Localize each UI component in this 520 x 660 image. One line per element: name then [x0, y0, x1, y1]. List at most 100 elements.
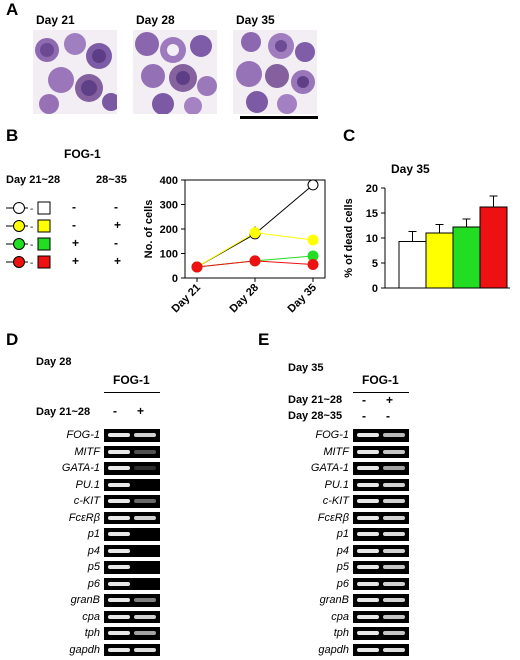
gene-label: PU.1	[75, 478, 100, 491]
gel-band	[383, 581, 405, 586]
gel-e-row1-sign-2: +	[386, 393, 394, 407]
gel-band	[357, 433, 379, 438]
y-tick-label: 15	[366, 208, 378, 220]
gel-band	[108, 433, 130, 438]
gel-band	[357, 565, 379, 570]
series-point	[307, 179, 319, 191]
gel-band	[383, 482, 405, 487]
gel-band	[108, 482, 130, 487]
gene-label: p1	[336, 528, 349, 540]
y-tick-label: 400	[160, 175, 178, 187]
gel-band	[108, 515, 130, 520]
y-tick-label: 200	[160, 224, 178, 236]
gel-band	[134, 565, 156, 569]
gel-band	[134, 647, 156, 652]
gel-band-row	[353, 495, 409, 508]
gel-band-row	[104, 577, 160, 590]
gel-band	[134, 449, 156, 454]
legend-symbol: -	[6, 219, 51, 233]
legend-c1: +	[72, 236, 80, 250]
gene-label: MITF	[74, 445, 100, 458]
gene-label: cpa	[331, 610, 349, 623]
gel-band-row	[104, 544, 160, 557]
series-line	[196, 184, 314, 268]
gel-band	[383, 548, 405, 553]
gel-band	[357, 466, 379, 471]
gel-band	[357, 548, 379, 553]
bar	[425, 232, 454, 289]
panel-label-e: E	[258, 330, 270, 349]
gel-band	[134, 433, 156, 438]
gel-band-row	[353, 528, 409, 541]
gene-label: c-KIT	[73, 495, 100, 507]
gene-label: PU.1	[324, 478, 349, 491]
gel-e-row2-sign-1: -	[362, 409, 366, 423]
gel-d-sign-1: -	[113, 404, 117, 418]
col-day21-28: Day 21~28	[6, 174, 61, 186]
y-tick-label: 5	[372, 258, 378, 270]
gel-d-underline	[104, 392, 160, 393]
gel-band	[134, 532, 156, 536]
legend-c1: +	[72, 254, 80, 268]
y-tick-label: 100	[160, 249, 178, 261]
micrograph-day-28	[133, 30, 217, 114]
gel-e-row2-label: Day 28~35	[288, 410, 343, 422]
gel-band	[383, 565, 405, 570]
gene-label: GATA-1	[310, 462, 349, 474]
svg-text:-: -	[30, 204, 33, 215]
gel-band	[108, 581, 130, 586]
gel-e-underline	[353, 392, 409, 393]
gene-label: FOG-1	[66, 429, 100, 441]
legend-c2: +	[114, 218, 122, 232]
micrograph-day-21	[33, 30, 117, 114]
svg-text:-: -	[30, 258, 33, 269]
legend-c2: -	[114, 236, 118, 250]
gel-band	[383, 433, 405, 438]
gene-label: granB	[319, 594, 349, 606]
gel-band	[108, 631, 130, 636]
y-tick-label: 0	[372, 283, 378, 295]
gene-label: gapdh	[318, 643, 349, 656]
gel-band-row	[104, 643, 160, 656]
panel-label-d: D	[6, 330, 19, 349]
gel-band-row	[104, 429, 160, 442]
gel-band	[383, 449, 405, 454]
gene-label: p5	[87, 561, 100, 573]
gel-band	[357, 614, 379, 619]
gel-band	[108, 565, 130, 570]
legend-row: - + -	[6, 236, 136, 252]
gel-e-day: Day 35	[288, 362, 324, 374]
dead-cells-chart: 0 5 10 15 20 % of dead cells	[343, 183, 510, 295]
gel-e-row1-sign-1: -	[362, 393, 366, 407]
svg-text:-: -	[30, 222, 33, 233]
gel-band	[357, 647, 379, 652]
y-tick-label: 20	[366, 183, 378, 195]
gel-e-row1-label: Day 21~28	[288, 394, 343, 406]
gene-label: MITF	[323, 445, 349, 458]
legend-c2: -	[114, 200, 118, 214]
gene-label: gapdh	[69, 643, 100, 656]
day-label-35: Day 35	[236, 13, 275, 27]
gel-band-row	[353, 478, 409, 491]
legend-row: - - -	[6, 200, 136, 216]
gel-d-day: Day 28	[36, 356, 72, 368]
gel-band-row	[104, 610, 160, 623]
gel-band	[134, 483, 156, 487]
gel-band	[383, 515, 405, 520]
gene-label: FOG-1	[315, 429, 349, 441]
gel-band	[134, 515, 156, 520]
series-point	[307, 259, 319, 271]
y-tick-label: 10	[366, 233, 378, 245]
x-tick-label: Day 21	[170, 282, 204, 316]
gel-band-row	[353, 544, 409, 557]
y-tick-label: 300	[160, 200, 178, 212]
gel-band-row	[353, 594, 409, 607]
gene-label: tph	[333, 627, 349, 639]
gene-label: p4	[87, 544, 100, 557]
cell-count-chart: 0 100 200 300 400 No. of cells Day 21 Day 28 Day…	[143, 175, 326, 316]
gel-e-row2-sign-2: -	[386, 409, 390, 423]
fog1-title: FOG-1	[64, 147, 101, 161]
micrograph-day-35	[233, 30, 317, 114]
gene-label: FcεRβ	[68, 511, 100, 524]
gel-band	[357, 631, 379, 636]
